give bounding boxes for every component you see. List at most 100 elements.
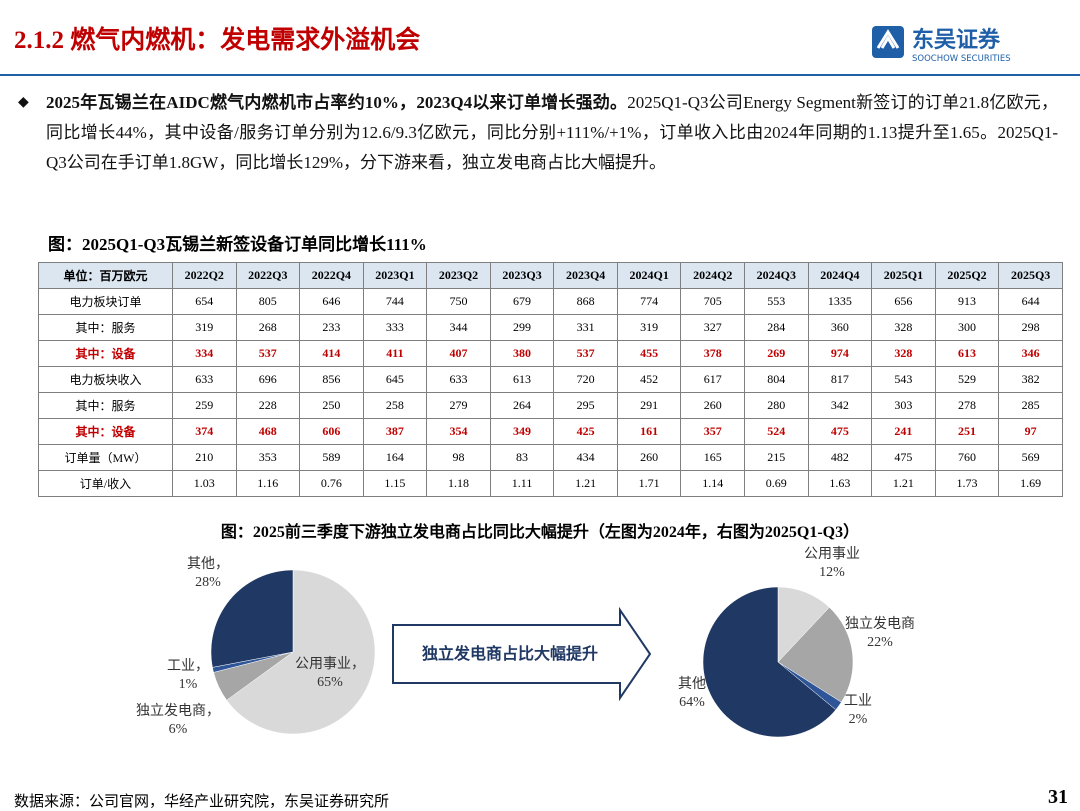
- row-label: 其中：设备: [38, 418, 173, 445]
- table-cell: 342: [807, 392, 873, 419]
- table-cell: 744: [362, 288, 428, 315]
- table-cell: 319: [171, 314, 237, 341]
- table-cell: 264: [489, 392, 555, 419]
- slice-name: 工业，: [167, 658, 209, 674]
- table-cell: 679: [489, 288, 555, 315]
- table-cell: 228: [235, 392, 301, 419]
- header-cell: 2024Q1: [616, 262, 682, 289]
- table-cell: 475: [871, 444, 936, 471]
- slice-value: 1%: [179, 677, 198, 692]
- header-cell: 2024Q3: [744, 262, 809, 289]
- table-cell: 83: [489, 444, 555, 471]
- table-cell: 654: [171, 288, 237, 315]
- table-cell: 452: [616, 366, 682, 393]
- table-cell: 407: [426, 340, 491, 367]
- source: 数据来源：公司官网，华经产业研究院，东吴证券研究所: [14, 794, 390, 810]
- table-cell: 804: [744, 366, 809, 393]
- table-cell: 1.73: [934, 470, 1000, 497]
- table-cell: 644: [998, 288, 1063, 315]
- table-cell: 656: [871, 288, 936, 315]
- table-row: 电力板块收入 633 696 856 645 633 613 720 452 617 804 817 5…: [38, 366, 1063, 393]
- table-cell: 97: [998, 418, 1063, 445]
- slice-value: 2%: [849, 712, 868, 727]
- table-cell: 537: [553, 340, 618, 367]
- table-row: 其中：服务 259 228 250 258 279 264 295 291 260 280 342 30…: [38, 392, 1063, 419]
- slice-value: 28%: [195, 575, 221, 590]
- header-cell: 2024Q2: [680, 262, 746, 289]
- table-cell: 298: [998, 314, 1063, 341]
- table-cell: 299: [489, 314, 555, 341]
- table-cell: 529: [934, 366, 1000, 393]
- table-cell: 285: [998, 392, 1063, 419]
- table-cell: 215: [744, 444, 809, 471]
- table-cell: 165: [680, 444, 746, 471]
- slice-value: 12%: [819, 565, 845, 580]
- table-cell: 333: [362, 314, 428, 341]
- table-cell: 210: [171, 444, 237, 471]
- row-label: 其中：设备: [38, 340, 173, 367]
- table-cell: 344: [426, 314, 491, 341]
- header-cell: 2022Q2: [171, 262, 237, 289]
- table-cell: 164: [362, 444, 428, 471]
- slice-name: 工业: [844, 693, 872, 709]
- table-cell: 613: [489, 366, 555, 393]
- row-label: 订单/收入: [38, 470, 173, 497]
- slice-name: 公用事业，: [295, 656, 365, 672]
- table-cell: 760: [934, 444, 1000, 471]
- table-row: 订单量（MW） 210 353 589 164 98 83 434 260 165 215 482 47…: [38, 444, 1063, 471]
- slice-value: 64%: [679, 695, 705, 710]
- table-cell: 720: [553, 366, 618, 393]
- table-cell: 258: [362, 392, 428, 419]
- table-cell: 279: [426, 392, 491, 419]
- table-cell: 482: [807, 444, 873, 471]
- header-cell: 2023Q3: [489, 262, 555, 289]
- table-cell: 633: [171, 366, 237, 393]
- header-cell: 2025Q3: [998, 262, 1063, 289]
- table-cell: 1.21: [871, 470, 936, 497]
- table-cell: 750: [426, 288, 491, 315]
- arrow-label: 独立发电商占比大幅提升: [422, 644, 598, 663]
- table-cell: 1.71: [616, 470, 682, 497]
- table-cell: 613: [934, 340, 1000, 367]
- table-cell: 260: [616, 444, 682, 471]
- table-cell: 260: [680, 392, 746, 419]
- slide-title: 2.1.2 燃气内燃机：发电需求外溢机会: [14, 27, 421, 54]
- table-cell: 414: [299, 340, 364, 367]
- header-cell: 2022Q4: [299, 262, 364, 289]
- table-cell: 0.76: [299, 470, 364, 497]
- row-label: 其中：服务: [38, 314, 173, 341]
- table-row: 订单/收入 1.03 1.16 0.76 1.15 1.18 1.11 1.21 1.71 1.1…: [38, 470, 1063, 497]
- header-cell: 2022Q3: [235, 262, 301, 289]
- table-cell: 0.69: [744, 470, 809, 497]
- table-cell: 569: [998, 444, 1063, 471]
- row-label: 电力板块收入: [38, 366, 173, 393]
- table-cell: 327: [680, 314, 746, 341]
- slice-name: 其他: [678, 676, 706, 692]
- table-cell: 553: [744, 288, 809, 315]
- table-cell: 1.14: [680, 470, 746, 497]
- table-cell: 300: [934, 314, 1000, 341]
- table-cell: 434: [553, 444, 618, 471]
- pie-charts: 独立发电商占比大幅提升 公用事业， 65% 独立发电商， 6% 工业， 1% 其他， 28% 公…: [136, 546, 915, 738]
- table-cell: 774: [616, 288, 682, 315]
- slice-name: 独立发电商，: [136, 703, 220, 719]
- table-cell: 269: [744, 340, 809, 367]
- table-cell: 1.69: [998, 470, 1063, 497]
- table-row: 其中：设备 374 468 606 387 354 349 425 161 357 524 475 24…: [38, 418, 1063, 445]
- row-label: 订单量（MW）: [38, 444, 173, 471]
- slice-value: 6%: [169, 722, 188, 737]
- table-cell: 250: [299, 392, 364, 419]
- table-cell: 303: [871, 392, 936, 419]
- table-cell: 868: [553, 288, 618, 315]
- slice-value: 65%: [317, 675, 343, 690]
- table-cell: 913: [934, 288, 1000, 315]
- header-cell: 2023Q2: [426, 262, 491, 289]
- header-cell: 2025Q2: [934, 262, 1000, 289]
- table-cell: 98: [426, 444, 491, 471]
- table-row: 电力板块订单 654 805 646 744 750 679 868 774 705 553 1335…: [38, 288, 1063, 315]
- table-cell: 280: [744, 392, 809, 419]
- table-cell: 856: [299, 366, 364, 393]
- table-cell: 1.16: [235, 470, 301, 497]
- table-cell: 161: [616, 418, 682, 445]
